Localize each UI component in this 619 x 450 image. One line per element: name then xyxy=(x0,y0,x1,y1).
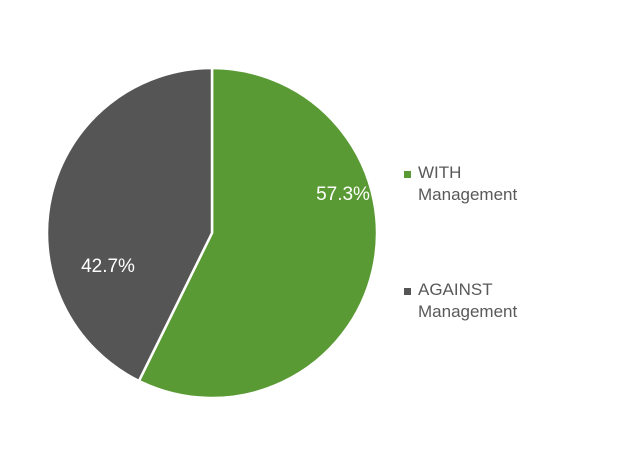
legend-item-with-management: WITH Management xyxy=(404,162,604,206)
legend: WITH Management AGAINST Management xyxy=(404,162,604,323)
pie-slice-against-management xyxy=(45,66,214,383)
pie-data-label-with-management: 57.3% xyxy=(316,184,370,205)
pie-slices xyxy=(45,66,379,400)
pie-slice-labels: 57.3% 42.7% xyxy=(81,184,370,277)
legend-swatch-against-management xyxy=(404,288,411,295)
legend-item-against-management: AGAINST Management xyxy=(404,279,604,323)
pie-data-label-against-management: 42.7% xyxy=(81,256,135,277)
legend-swatch-with-management xyxy=(404,171,411,178)
legend-label-with-management: WITH Management xyxy=(418,163,518,204)
legend-label-against-management: AGAINST Management xyxy=(418,280,518,321)
pie-slice-with-management xyxy=(137,66,379,400)
